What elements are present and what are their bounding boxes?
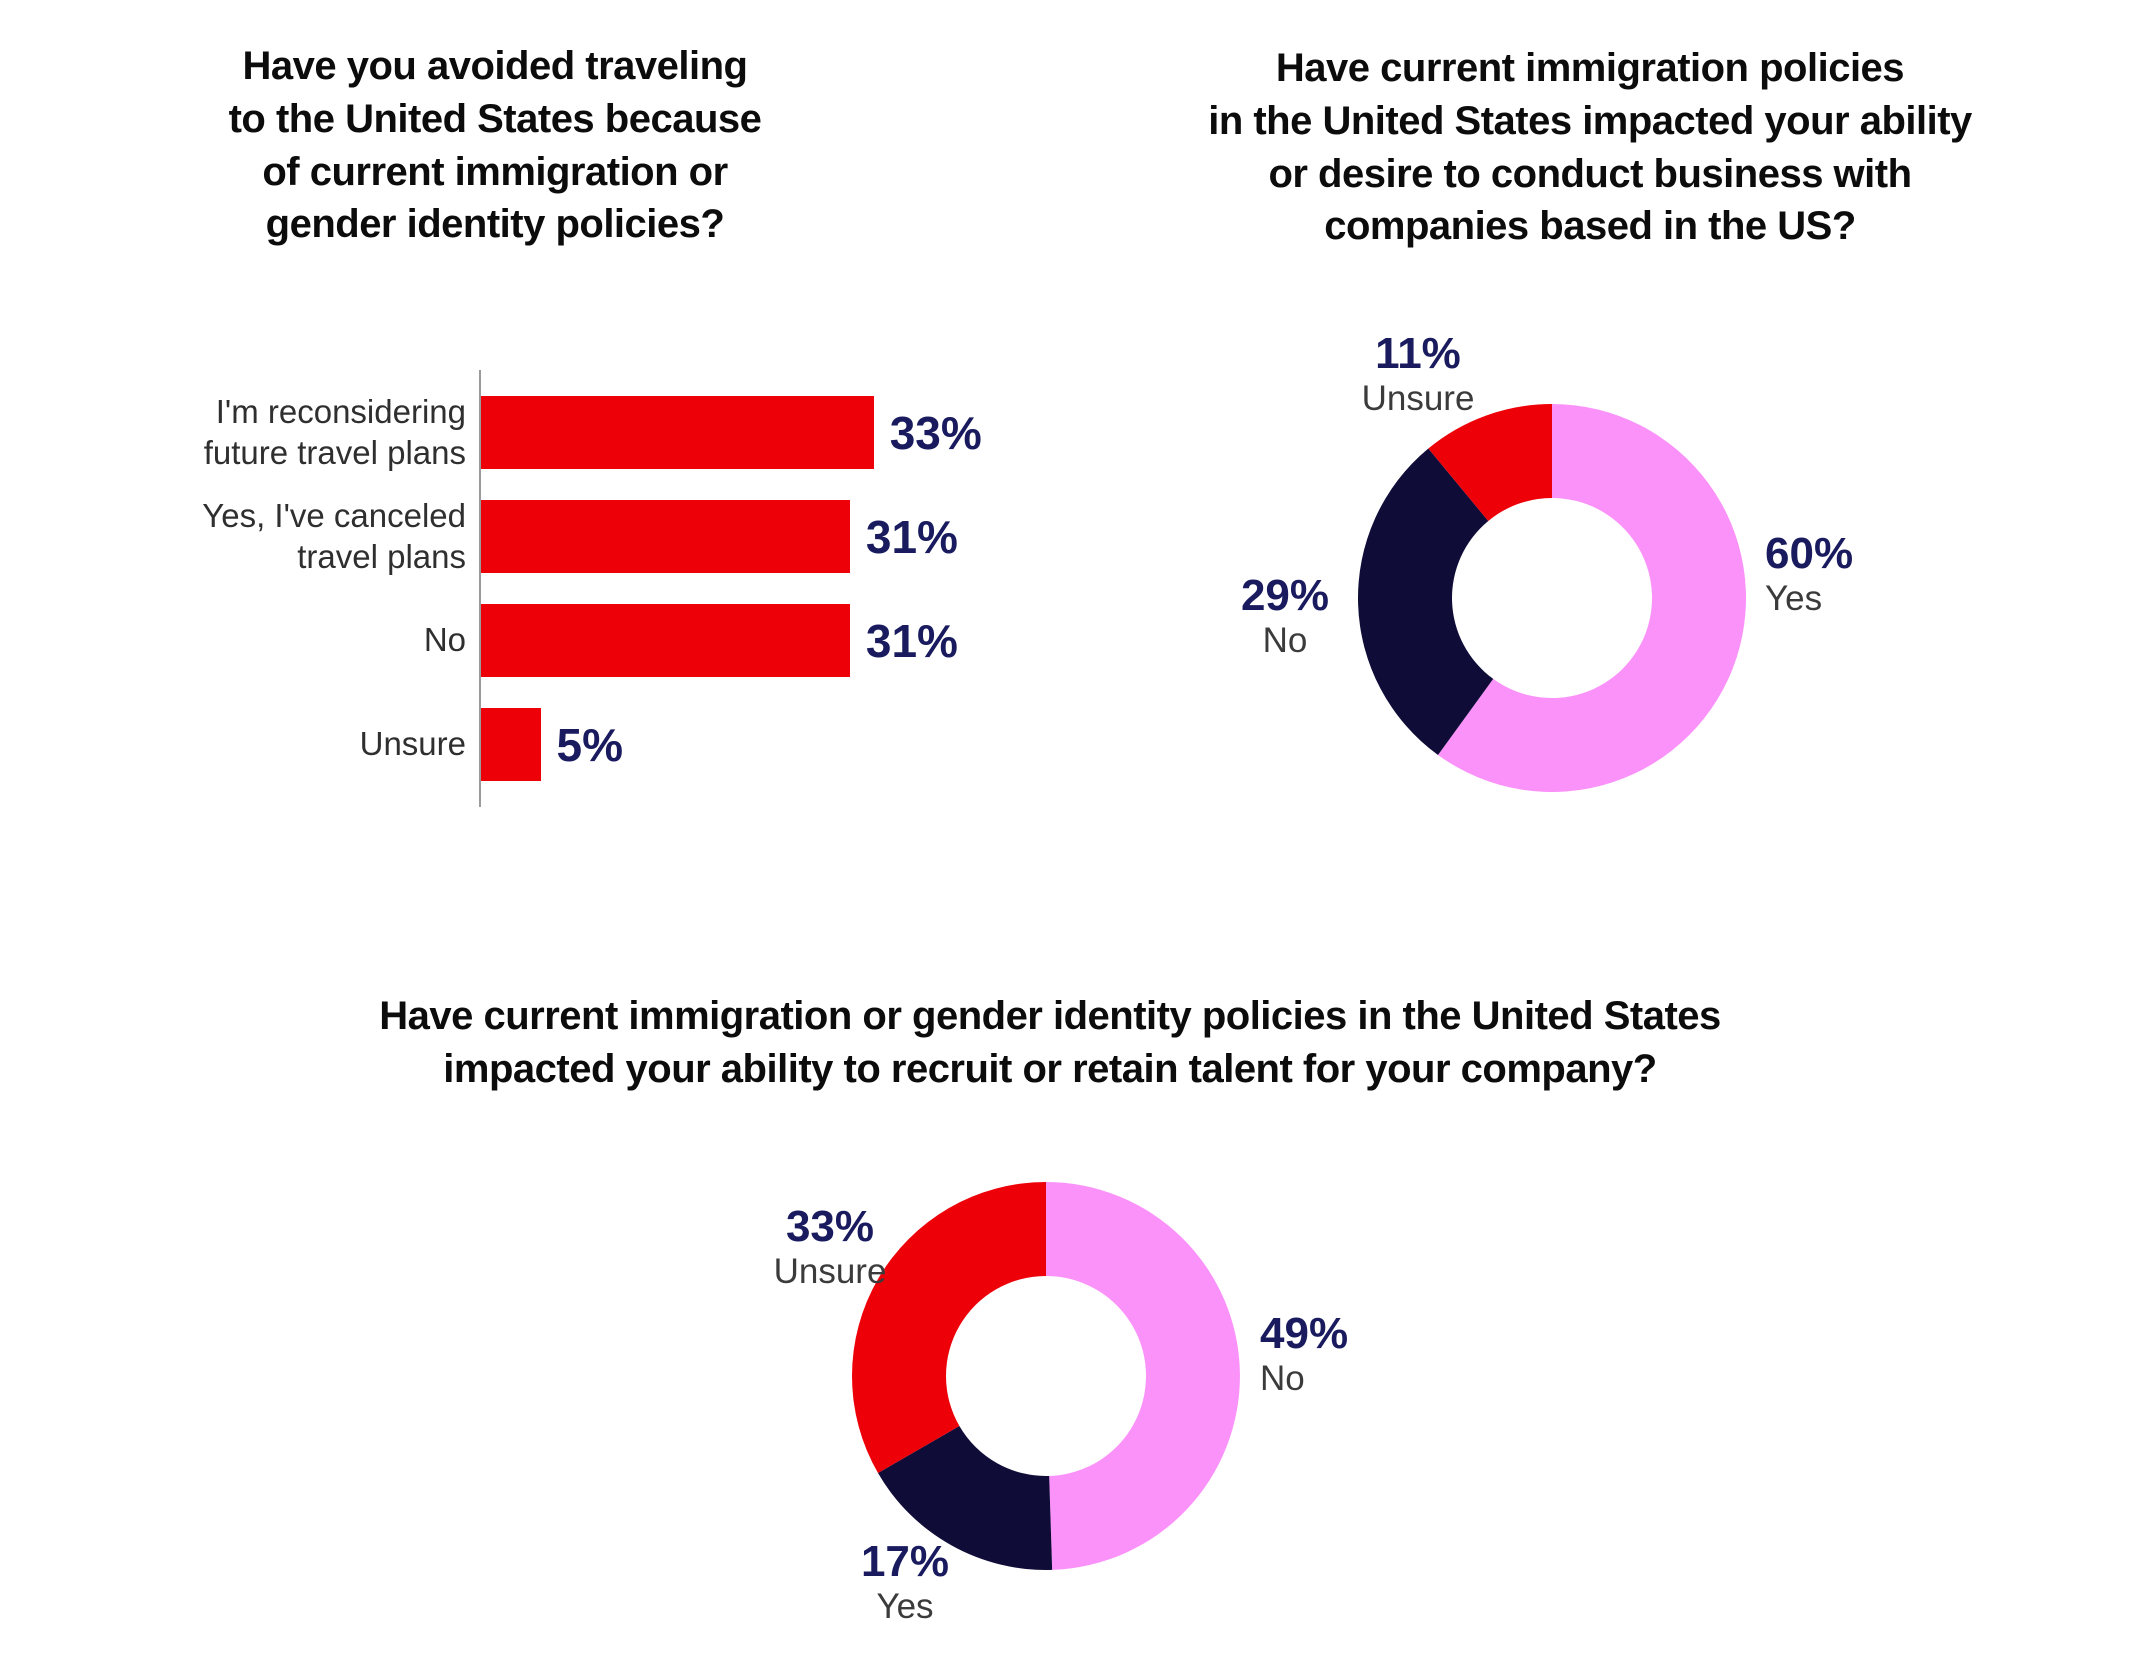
bar-value-label: 31%	[865, 510, 958, 563]
bar-row: I'm reconsidering future travel plans 33…	[132, 393, 1032, 470]
donut-chart	[851, 1182, 1240, 1570]
bar-category-label: I'm reconsidering future travel plans	[203, 393, 466, 471]
bar-chart-title: Have you avoided traveling to the United…	[228, 44, 762, 247]
slice-percent: 17%	[860, 1537, 950, 1586]
bar-area: 33%	[481, 396, 1032, 469]
bar-area: 5%	[481, 708, 1032, 781]
slice-name: Unsure	[1361, 379, 1475, 419]
donut-slice-no	[1357, 448, 1494, 755]
bar	[481, 604, 850, 677]
slice-label-yes: 17% Yes	[810, 1537, 1000, 1628]
slice-name: No	[1262, 621, 1308, 661]
slice-percent: 11%	[1375, 329, 1461, 378]
bar-row: Unsure 5%	[132, 708, 1032, 781]
bar-category-label: No	[423, 621, 466, 659]
bar-value-label: 5%	[556, 718, 623, 771]
travel-avoidance-bar-chart: I'm reconsidering future travel plans 33…	[132, 370, 1032, 807]
business-impact-donut-chart: 11% Unsure 60% Yes 29% No	[1241, 329, 1853, 818]
bar-row: No 31%	[132, 604, 1032, 677]
bar-value-label: 31%	[865, 614, 958, 667]
donut-slice-unsure	[1428, 404, 1552, 521]
slice-name: Unsure	[773, 1252, 887, 1292]
bar-category-label: Unsure	[359, 725, 466, 763]
slice-name: Yes	[876, 1587, 934, 1627]
bar-value-label: 33%	[889, 406, 982, 459]
donut-slice-yes	[1437, 404, 1746, 792]
slice-label-no: 49% No	[1260, 1309, 1480, 1400]
bar	[481, 708, 541, 781]
recruiting-impact-donut-chart: 33% Unsure 49% No 17% Yes	[774, 1156, 1348, 1626]
bar	[481, 396, 874, 469]
bar	[481, 500, 850, 573]
bar-area: 31%	[481, 500, 1032, 573]
slice-percent: 29%	[1240, 571, 1330, 620]
slice-label-unsure: 33% Unsure	[735, 1202, 925, 1293]
slice-percent: 49%	[1260, 1309, 1349, 1358]
slice-label-unsure: 11% Unsure	[1323, 329, 1513, 420]
bar-row: Yes, I've canceled travel plans 31%	[132, 497, 1032, 574]
slice-label-no: 29% No	[1205, 571, 1365, 662]
recruiting-donut-title: Have current immigration or gender ident…	[379, 994, 1721, 1091]
slice-percent: 33%	[785, 1202, 875, 1251]
donut-slice-yes	[877, 1426, 1053, 1570]
business-donut-title: Have current immigration policies in the…	[1208, 46, 1972, 249]
donut-chart	[1357, 404, 1746, 792]
donut-slice-unsure	[851, 1182, 1046, 1473]
donut-slice-no	[1046, 1182, 1240, 1570]
slice-percent: 60%	[1765, 529, 1854, 578]
slice-name: No	[1260, 1359, 1305, 1399]
slice-label-yes: 60% Yes	[1765, 529, 1985, 620]
bar-category-label: Yes, I've canceled travel plans	[202, 497, 466, 575]
bar-area: 31%	[481, 604, 1032, 677]
slice-name: Yes	[1765, 579, 1823, 619]
